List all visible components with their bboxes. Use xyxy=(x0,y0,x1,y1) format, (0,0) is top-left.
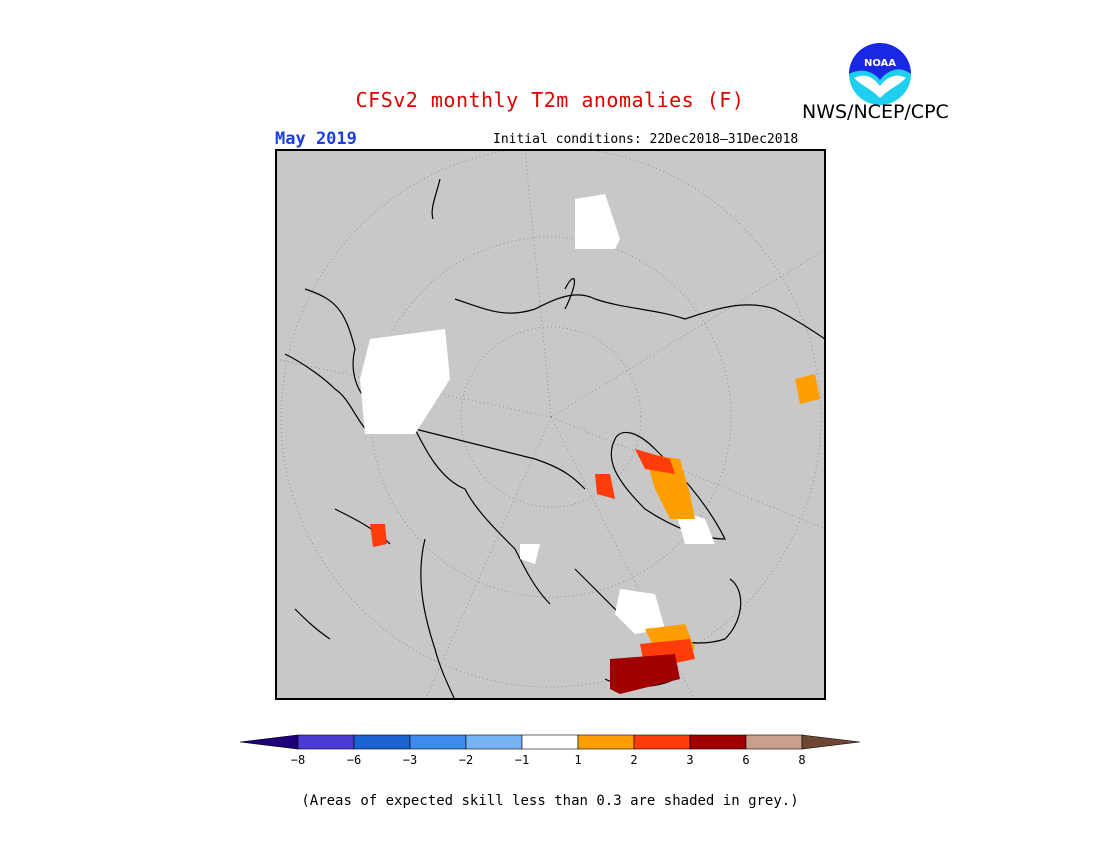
colorbar-tick-label: 6 xyxy=(742,753,749,767)
colorbar-bin xyxy=(745,734,803,750)
colorbar-tick-label: −8 xyxy=(291,753,305,767)
orange-region xyxy=(795,374,820,404)
colorbar-bin xyxy=(633,734,691,750)
color-scale-legend: −8 −6 −3 −2 −1 1 2 3 6 8 xyxy=(239,734,861,767)
initial-conditions: Initial conditions: 22Dec2018–31Dec2018 xyxy=(493,132,799,147)
map-background xyxy=(275,149,826,700)
map-frame xyxy=(275,149,826,700)
red-orange-region xyxy=(595,474,615,499)
colorbar-bin xyxy=(801,734,861,750)
colorbar-bin xyxy=(521,734,579,750)
red-orange-region xyxy=(370,524,387,547)
colorbar-tick-label: −3 xyxy=(403,753,417,767)
noaa-logo: NOAA xyxy=(849,43,911,105)
near-normal-regions xyxy=(360,194,715,634)
colorbar-tick-label: −6 xyxy=(347,753,361,767)
dark-red-region xyxy=(610,654,680,694)
colorbar-tick-label: 8 xyxy=(798,753,805,767)
map-title: CFSv2 monthly T2m anomalies (F) xyxy=(355,88,745,112)
red-orange-region xyxy=(635,449,675,474)
colorbar-bin xyxy=(297,734,355,750)
colorbar-tick-label: 2 xyxy=(630,753,637,767)
colorbar-bin xyxy=(409,734,467,750)
anomaly-map xyxy=(275,149,826,700)
forecast-month: May 2019 xyxy=(275,129,357,149)
colorbar-bin xyxy=(465,734,523,750)
colorbar-bin xyxy=(689,734,747,750)
skill-note: (Areas of expected skill less than 0.3 a… xyxy=(301,793,799,809)
above-normal-regions xyxy=(370,374,820,694)
agency-label: NWS/NCEP/CPC xyxy=(802,101,949,123)
colorbar-tick-label: 1 xyxy=(574,753,581,767)
colorbar-tick-label: −2 xyxy=(459,753,473,767)
colorbar-tick-label: −1 xyxy=(515,753,529,767)
colorbar-bin xyxy=(353,734,411,750)
colorbar-bin xyxy=(239,734,299,750)
colorbar-tick-label: 3 xyxy=(686,753,693,767)
colorbar-bin xyxy=(577,734,635,750)
logo-text: NOAA xyxy=(864,58,896,69)
